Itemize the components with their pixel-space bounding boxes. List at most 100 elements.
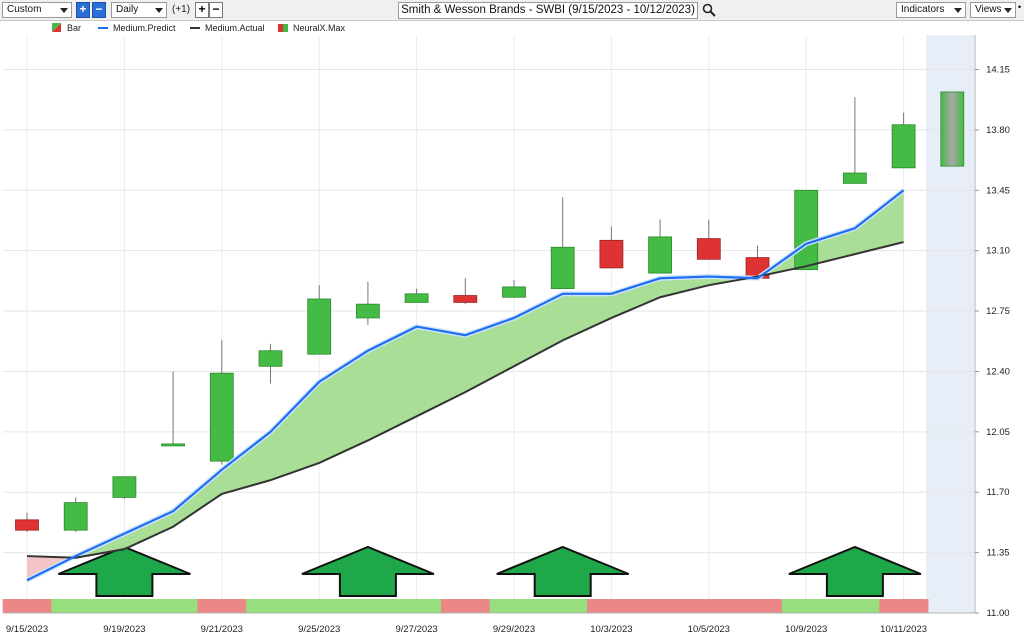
candle-body xyxy=(15,519,39,531)
candle-body xyxy=(404,293,429,303)
predict-actual-fill xyxy=(27,190,904,581)
band-segment xyxy=(148,599,198,613)
plus-icon: + xyxy=(79,2,87,16)
legend-label: NeuralX.Max xyxy=(293,23,346,33)
period-dropdown[interactable]: Custom xyxy=(2,2,72,18)
candle-body xyxy=(794,189,819,271)
y-tick-label: 12.40 xyxy=(986,366,1010,377)
candle-body xyxy=(502,286,526,298)
chevron-down-icon xyxy=(954,8,962,13)
y-tick-label: 12.05 xyxy=(986,427,1010,438)
band-segment xyxy=(635,599,685,613)
offset-minus-button[interactable]: − xyxy=(209,2,223,18)
chevron-down-icon xyxy=(60,8,68,13)
band-segment xyxy=(733,599,783,613)
up-arrow-icon xyxy=(58,545,191,597)
band-segment xyxy=(781,599,832,613)
candle-body xyxy=(599,239,624,269)
y-tick-label: 12.75 xyxy=(986,306,1010,317)
chevron-down-icon xyxy=(1004,8,1012,13)
minus-icon: − xyxy=(212,2,220,16)
up-arrow-icon xyxy=(496,545,630,597)
band-segment xyxy=(392,599,442,613)
candle-body xyxy=(453,295,478,303)
band-segment xyxy=(197,599,247,613)
y-tick-label: 13.80 xyxy=(986,125,1010,136)
x-tick-label: 10/3/2023 xyxy=(590,624,632,635)
candle-body xyxy=(258,350,283,367)
legend-label: Medium.Actual xyxy=(205,23,265,33)
offset-label: (+1) xyxy=(172,4,191,15)
plus-icon: + xyxy=(198,2,206,16)
candles xyxy=(15,91,965,532)
band-segment xyxy=(440,599,491,613)
medium-actual-line xyxy=(26,241,904,559)
x-tick-label: 9/15/2023 xyxy=(6,624,48,635)
candle-body xyxy=(355,303,380,319)
x-axis: 9/15/2023 9/19/2023 9/21/2023 9/25/2023 9/27… xyxy=(3,612,975,635)
magnifier-icon[interactable] xyxy=(702,3,716,17)
candle-body xyxy=(550,246,575,290)
band-segment xyxy=(538,599,588,613)
candle-body xyxy=(161,443,186,447)
toolbar: Custom + − Daily (+1) + − Smith & Wesson… xyxy=(0,0,1024,21)
zoom-in-button[interactable]: + xyxy=(76,2,90,18)
band-segment xyxy=(879,599,929,613)
grid xyxy=(3,35,975,614)
signal-arrows xyxy=(58,545,922,597)
candle-body xyxy=(307,298,332,355)
chart-title: Smith & Wesson Brands - SWBI (9/15/2023 … xyxy=(401,4,695,16)
interval-dropdown[interactable]: Daily xyxy=(111,2,167,18)
y-tick-label: 13.10 xyxy=(986,246,1010,257)
band-segment xyxy=(587,599,637,613)
indicator-lines xyxy=(25,188,906,583)
band-segment xyxy=(100,599,150,613)
y-tick-label: 14.15 xyxy=(986,65,1010,76)
pin-icon[interactable]: • xyxy=(1018,2,1022,12)
candle-body xyxy=(112,476,137,498)
candle-body xyxy=(63,502,88,531)
y-tick-label: 11.35 xyxy=(986,548,1009,559)
zoom-out-button[interactable]: − xyxy=(92,2,106,18)
interval-value: Daily xyxy=(116,4,139,15)
band-segment xyxy=(830,599,880,613)
band-segment xyxy=(489,599,539,613)
y-tick-label: 13.45 xyxy=(986,185,1010,196)
candle-body xyxy=(843,172,867,184)
period-value: Custom xyxy=(7,4,42,15)
legend-bar-icon xyxy=(52,23,61,32)
x-tick-label: 10/9/2023 xyxy=(785,624,827,635)
indicators-dropdown[interactable]: Indicators xyxy=(896,2,966,18)
stock-chart: Bar Medium.Predict Medium.Actual NeuralX.Ma… xyxy=(0,21,1024,640)
indicators-label: Indicators xyxy=(901,4,945,15)
x-tick-label: 10/11/2023 xyxy=(880,624,927,635)
up-arrow-icon xyxy=(788,545,922,597)
band-segment xyxy=(294,599,345,613)
band-segment xyxy=(246,599,296,613)
forecast-bar xyxy=(940,91,965,167)
chevron-down-icon xyxy=(155,8,163,13)
legend-label: Bar xyxy=(67,23,81,33)
medium-predict-line xyxy=(26,189,905,582)
band-segment xyxy=(51,599,101,613)
candle-body xyxy=(209,372,234,462)
up-arrow-icon xyxy=(301,545,435,597)
x-tick-label: 9/27/2023 xyxy=(395,624,437,635)
y-axis: 14.15 13.80 13.45 13.10 12.75 12.40 12.05 11.70… xyxy=(974,35,1010,619)
neuralx-band xyxy=(2,599,929,613)
x-tick-label: 9/19/2023 xyxy=(103,624,145,635)
legend-neural-swatch xyxy=(283,24,288,32)
legend-neural-swatch xyxy=(278,24,283,32)
x-tick-label: 10/5/2023 xyxy=(688,624,730,635)
band-segment xyxy=(343,599,393,613)
candle-body xyxy=(648,236,672,274)
legend-label: Medium.Predict xyxy=(113,23,176,33)
legend: Bar Medium.Predict Medium.Actual NeuralX.Ma… xyxy=(52,23,346,33)
x-tick-label: 9/21/2023 xyxy=(201,624,243,635)
symbol-title-field[interactable]: Smith & Wesson Brands - SWBI (9/15/2023 … xyxy=(398,2,698,19)
offset-plus-button[interactable]: + xyxy=(195,2,209,18)
band-segment xyxy=(2,599,52,613)
views-label: Views xyxy=(975,4,1002,15)
x-tick-label: 9/25/2023 xyxy=(298,624,340,635)
views-dropdown[interactable]: Views xyxy=(970,2,1016,18)
